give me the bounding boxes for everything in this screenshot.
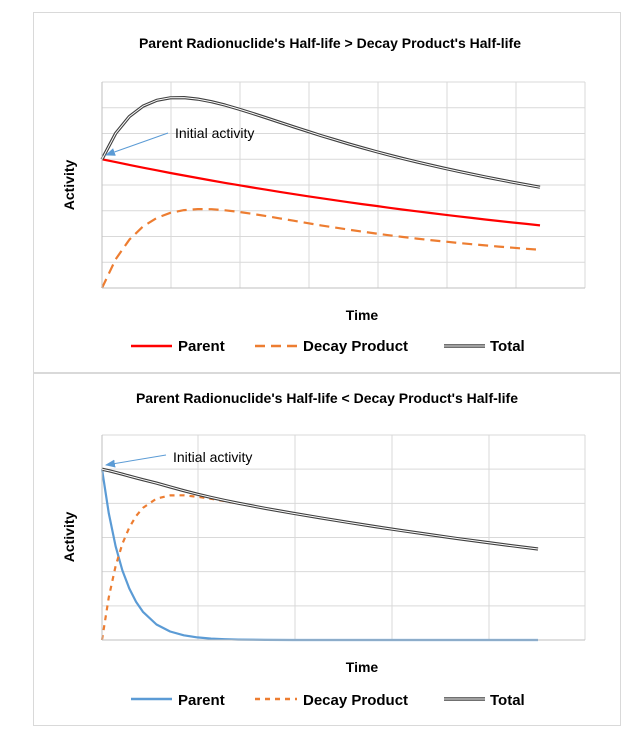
chart-1-title: Parent Radionuclide's Half-life > Decay … [139,35,521,51]
series-line-total-inner [101,468,539,550]
legend-label-decay-product: Decay Product [303,692,408,709]
chart-1-x-axis-title: Time [346,307,379,323]
legend-label-parent: Parent [178,692,225,709]
legend-item-total: Total [444,692,525,709]
legend-item-parent: Parent [131,338,225,355]
series-line-total-inner [101,97,541,188]
series-line-parent [101,158,541,227]
chart-2-x-axis-title: Time [346,659,379,675]
legend-label-decay-product: Decay Product [303,338,408,355]
chart-2-title: Parent Radionuclide's Half-life < Decay … [136,390,518,406]
legend-label-total: Total [490,692,525,709]
chart-1-series [100,95,541,289]
legend-label-total: Total [490,338,525,355]
legend-label-parent: Parent [178,338,225,355]
chart-1-legend: Parent Decay Product Total [131,338,525,355]
chart-1-annotation-arrow [105,132,169,156]
chart-2-y-axis-title: Activity [61,512,77,563]
chart-2-frame [33,373,621,726]
chart-2-annotation-arrow [105,454,167,468]
chart-2-gridlines [102,434,586,640]
legend-item-decay-product: Decay Product [255,692,408,709]
legend-item-parent: Parent [131,692,225,709]
chart-1-frame [33,12,621,373]
chart-1-annotation-label: Initial activity [175,125,254,141]
legend-item-decay-product: Decay Product [255,338,408,355]
chart-2-legend: Parent Decay Product Total [131,692,525,709]
chart-2-annotation-label: Initial activity [173,449,252,465]
series-line-decay-product [101,208,541,289]
chart-1-y-axis-title: Activity [61,160,77,211]
legend-item-total: Total [444,338,525,355]
